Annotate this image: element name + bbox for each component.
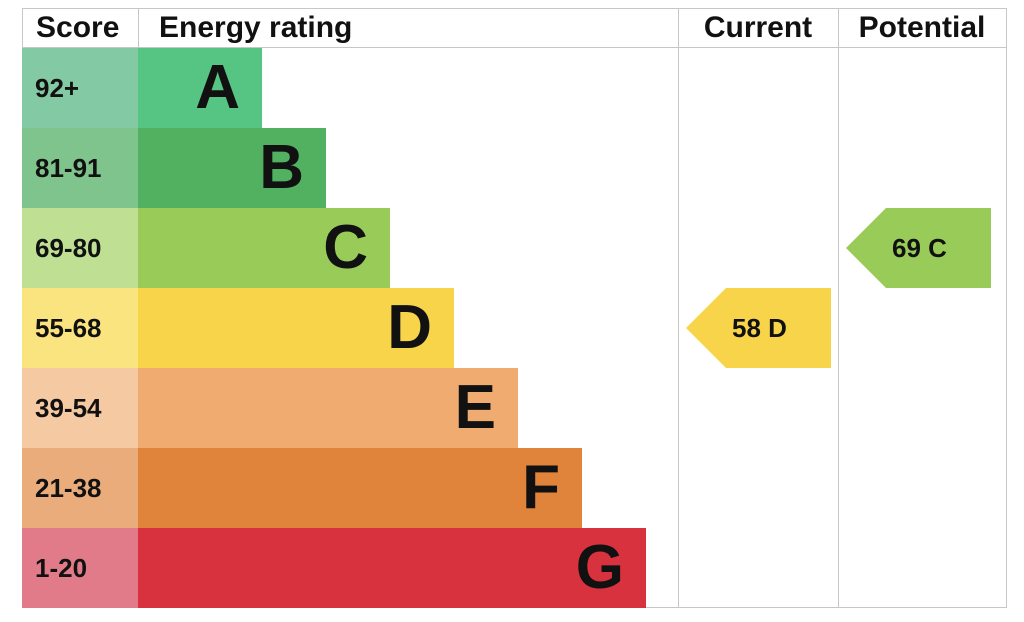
rating-bar-a: A xyxy=(138,48,262,128)
rating-bar-e: E xyxy=(138,368,518,448)
grid-right-line xyxy=(1006,8,1007,608)
rating-letter-d: D xyxy=(387,293,432,362)
grid-current-divider xyxy=(678,8,679,608)
energy-rating-header: Energy rating xyxy=(159,11,353,44)
rating-letter-a: A xyxy=(195,53,240,122)
grid-score-divider xyxy=(138,8,139,48)
grid-header-line xyxy=(22,47,1007,48)
rating-bar-b: B xyxy=(138,128,326,208)
score-range-d: 55-68 xyxy=(22,288,138,368)
rating-letter-b: B xyxy=(259,133,304,202)
rating-bar-d: D xyxy=(138,288,454,368)
score-range-a: 92+ xyxy=(22,48,138,128)
rating-bar-g: G xyxy=(138,528,646,608)
potential-rating-value: 69 C xyxy=(892,233,947,263)
rating-letter-g: G xyxy=(575,533,624,602)
rating-bar-c: C xyxy=(138,208,390,288)
grid-top-line xyxy=(22,8,1007,9)
current-rating-arrow: 58 D xyxy=(686,288,831,368)
current-rating-value: 58 D xyxy=(732,313,787,343)
score-range-e: 39-54 xyxy=(22,368,138,448)
rating-letter-c: C xyxy=(323,213,368,282)
score-range-f: 21-38 xyxy=(22,448,138,528)
score-range-b: 81-91 xyxy=(22,128,138,208)
grid-potential-divider xyxy=(838,8,839,608)
score-range-g: 1-20 xyxy=(22,528,138,608)
current-arrow-shape xyxy=(686,288,831,368)
potential-rating-arrow: 69 C xyxy=(846,208,991,288)
score-range-c: 69-80 xyxy=(22,208,138,288)
rating-bar-f: F xyxy=(138,448,582,528)
current-header: Current xyxy=(703,11,813,44)
score-header: Score xyxy=(36,11,120,44)
potential-arrow-shape xyxy=(846,208,991,288)
rating-letter-f: F xyxy=(522,453,560,522)
potential-header: Potential xyxy=(858,11,986,44)
rating-letter-e: E xyxy=(454,373,496,442)
